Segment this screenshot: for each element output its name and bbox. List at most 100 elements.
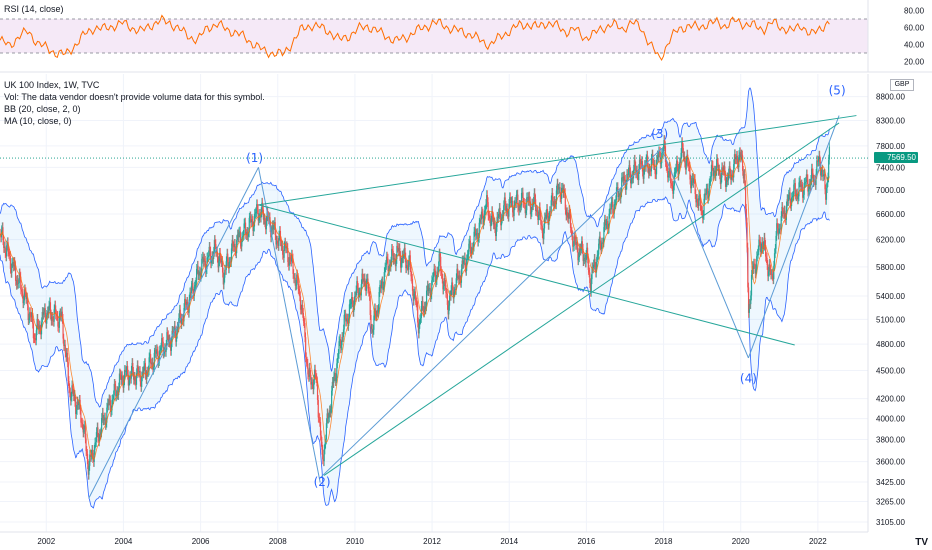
candle-body xyxy=(380,283,382,289)
candle-body xyxy=(801,184,803,187)
rsi-legend[interactable]: RSI (14, close) xyxy=(4,4,64,14)
candle-body xyxy=(121,376,124,380)
candle-body xyxy=(727,173,730,181)
candle-body xyxy=(814,180,816,185)
candle-body xyxy=(777,227,779,235)
candle-body xyxy=(501,215,503,219)
candle-body xyxy=(419,319,421,324)
candle-body xyxy=(546,208,549,218)
candle-body xyxy=(491,211,493,221)
candle-body xyxy=(574,236,576,240)
candle-body xyxy=(825,188,828,200)
candle-body xyxy=(770,273,773,275)
candle-body xyxy=(101,417,103,433)
candle-body xyxy=(804,182,806,184)
candle-body xyxy=(410,267,412,277)
candle-body xyxy=(189,292,191,300)
candle-body xyxy=(643,169,645,179)
candle-body xyxy=(650,170,652,172)
candle-body xyxy=(422,301,424,311)
candle-body xyxy=(179,309,181,318)
candle-body xyxy=(137,365,139,372)
rsi-tick-label: 40.00 xyxy=(904,41,925,50)
candle-body xyxy=(709,180,711,184)
candle-body xyxy=(255,212,257,214)
candle-body xyxy=(710,176,712,181)
candle-body xyxy=(675,168,677,172)
main-grid xyxy=(0,74,868,532)
candle-body xyxy=(251,219,253,222)
candle-body xyxy=(188,299,190,313)
candle-body xyxy=(332,381,334,384)
candle-body xyxy=(6,245,8,257)
candle-body xyxy=(779,228,781,230)
candle-body xyxy=(21,291,23,294)
candle-body xyxy=(84,425,86,439)
tradingview-logo[interactable]: TV xyxy=(915,537,928,548)
candle-body xyxy=(547,217,549,225)
candle-body xyxy=(187,310,190,313)
candle-body xyxy=(351,297,353,303)
candle-body xyxy=(93,449,95,462)
candle-body xyxy=(548,216,550,225)
candle-body xyxy=(798,182,800,197)
candle-body xyxy=(674,171,676,173)
candle-body xyxy=(428,287,431,289)
candle-body xyxy=(3,246,6,248)
candle-body xyxy=(694,179,696,195)
legend-volume[interactable]: Vol: The data vendor doesn't provide vol… xyxy=(4,92,265,102)
candle-body xyxy=(482,213,484,225)
candle-body xyxy=(571,231,573,236)
candle-body xyxy=(218,252,221,262)
candle-body xyxy=(337,353,339,359)
candle-body xyxy=(701,210,704,219)
candle-body xyxy=(148,357,150,371)
candle-body xyxy=(9,253,11,256)
candle-body xyxy=(202,256,204,262)
candle-body xyxy=(253,226,255,232)
candle-body xyxy=(558,188,560,190)
candle-body xyxy=(101,412,103,418)
candle-body xyxy=(183,307,185,322)
candle-body xyxy=(476,233,478,234)
candle-body xyxy=(609,208,611,214)
currency-badge[interactable]: GBP xyxy=(890,79,914,91)
candle-body xyxy=(132,371,135,380)
candle-body xyxy=(271,225,273,231)
candle-body xyxy=(454,288,457,290)
candle-body xyxy=(350,303,352,305)
candle-body xyxy=(402,254,405,259)
candle-body xyxy=(524,203,526,214)
legend-symbol[interactable]: UK 100 Index, 1W, TVC xyxy=(4,80,100,90)
candle-body xyxy=(598,243,600,255)
candle-body xyxy=(177,326,179,328)
candle-body xyxy=(756,253,759,257)
candle-body xyxy=(507,213,509,217)
candle-body xyxy=(707,188,709,199)
candle-body xyxy=(343,314,345,330)
candle-body xyxy=(269,217,271,228)
candle-body xyxy=(305,357,307,362)
candle-body xyxy=(33,338,35,339)
candle-body xyxy=(695,194,697,203)
legend-moving-average[interactable]: MA (10, close, 0) xyxy=(4,116,72,126)
price-tick-label: 4500.00 xyxy=(876,366,905,375)
candle-body xyxy=(597,254,599,256)
candle-body xyxy=(489,218,491,227)
candle-body xyxy=(98,434,101,442)
candle-body xyxy=(225,261,227,270)
candle-body xyxy=(43,312,45,315)
candle-body xyxy=(150,363,152,365)
candle-body xyxy=(383,272,385,287)
candle-body xyxy=(63,338,65,347)
candle-body xyxy=(531,203,533,212)
candle-body xyxy=(661,152,664,153)
candle-body xyxy=(718,169,720,171)
candle-body xyxy=(739,152,741,156)
candle-body xyxy=(112,399,114,400)
candle-body xyxy=(64,344,66,353)
candle-body xyxy=(309,367,311,375)
candle-body xyxy=(413,293,415,301)
legend-bollinger[interactable]: BB (20, close, 2, 0) xyxy=(4,104,81,114)
candle-body xyxy=(617,187,619,198)
